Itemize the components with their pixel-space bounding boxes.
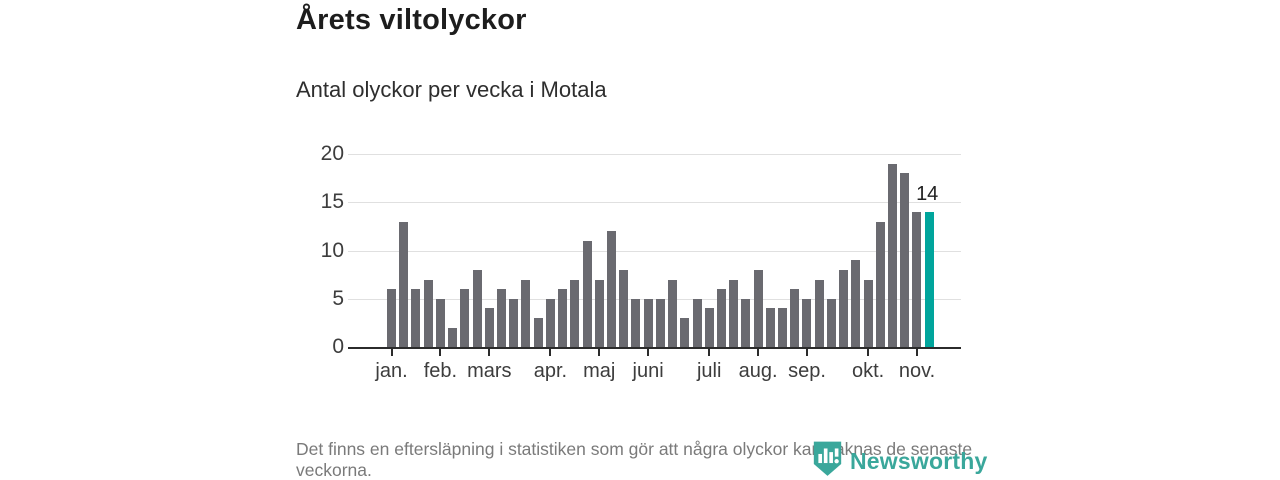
bar-week-22 (643, 298, 653, 347)
month-label-juni: juni (632, 360, 664, 382)
bar-week-44 (912, 211, 922, 347)
bar-week-9 (484, 308, 494, 347)
bar-week-37 (826, 298, 836, 347)
bar-week-42 (888, 163, 898, 347)
y-axis-label-20: 20 (320, 142, 344, 165)
bar-week-36 (814, 279, 824, 347)
axis-tick-maj (598, 349, 601, 356)
bar-week-25 (680, 318, 690, 347)
bar-week-14 (545, 298, 555, 347)
bar-week-38 (839, 269, 849, 347)
gridline-y-20 (348, 154, 961, 155)
bar-week-23 (655, 298, 665, 347)
chart-title: Årets viltolyckor (296, 4, 527, 36)
bar-week-3 (411, 289, 421, 347)
month-label-aug: aug. (738, 360, 778, 382)
bar-week-30 (741, 298, 751, 347)
bar-week-1 (387, 289, 396, 347)
bar-week-43 (900, 173, 910, 347)
month-label-maj: maj (583, 360, 616, 382)
bar-week-40 (863, 279, 873, 347)
bar-week-34 (790, 289, 800, 347)
bar-week-33 (778, 308, 788, 347)
y-axis-label-0: 0 (332, 335, 344, 358)
bar-week-7 (460, 289, 470, 347)
gridline-y-5 (348, 298, 961, 300)
bar-week-18 (594, 279, 604, 347)
month-label-feb: feb. (423, 360, 458, 382)
bar-week-19 (606, 231, 616, 347)
bar-week-26 (692, 298, 702, 347)
bar-week-20 (619, 269, 629, 347)
highlight-value-label: 14 (916, 182, 939, 205)
bar-week-11 (509, 298, 519, 347)
axis-tick-nov (916, 349, 918, 356)
bar-week-13 (533, 318, 543, 347)
axis-tick-mars (488, 349, 491, 356)
plot-area: jan. feb. mars apr. maj juni juli aug. sep. okt. n… (348, 154, 961, 382)
y-axis-label-15: 15 (320, 190, 344, 214)
bar-week-8 (472, 269, 482, 347)
month-label-nov: nov. (898, 360, 936, 382)
axis-tick-juni (647, 349, 650, 356)
bar-week-12 (521, 279, 531, 347)
bar-week-29 (729, 279, 739, 347)
bar-week-27 (704, 308, 714, 347)
bar-week-2 (399, 221, 409, 347)
month-label-okt: okt. (851, 360, 885, 382)
month-label-jan: jan. (375, 360, 408, 382)
axis-tick-sep (806, 349, 808, 356)
newsworthy-logo-text: Newsworthy (850, 447, 988, 474)
month-label-mars: mars (467, 360, 512, 382)
month-label-juli: juli (696, 360, 722, 382)
bar-week-16 (570, 279, 580, 347)
bar-week-4 (423, 279, 433, 347)
axis-tick-juli (708, 349, 711, 356)
bar-week-5 (435, 298, 445, 347)
axis-tick-apr (549, 349, 552, 356)
gridline-y-15 (348, 202, 961, 204)
bar-week-31 (753, 269, 763, 347)
axis-tick-jan (390, 349, 393, 356)
bar-week-41 (875, 221, 885, 347)
bar-week-6 (448, 327, 458, 347)
axis-tick-okt (867, 349, 870, 356)
chart-subtitle: Antal olyckor per vecka i Motala (296, 77, 607, 102)
y-axis-label-5: 5 (332, 286, 344, 310)
bar-week-17 (582, 240, 592, 347)
axis-tick-feb (439, 349, 442, 356)
bar-week-10 (496, 289, 506, 347)
month-label-apr: apr. (533, 360, 568, 382)
y-axis-label-10: 10 (320, 238, 344, 262)
month-label-sep: sep. (788, 360, 826, 382)
newsworthy-logo: Newsworthy (812, 441, 987, 480)
bar-week-21 (631, 298, 641, 347)
axis-tick-aug (757, 349, 760, 356)
bar-week-32 (765, 308, 775, 347)
bar-week-35 (802, 298, 812, 347)
newsworthy-bar-chart-marker-icon (812, 440, 843, 480)
gridline-y-10 (348, 250, 961, 252)
bar-week-39 (851, 260, 861, 347)
bar-week-45 (924, 211, 934, 347)
footnote: Det finns en eftersläpning i statistiken… (296, 439, 973, 480)
bar-week-15 (558, 289, 568, 347)
bar-week-28 (716, 289, 726, 347)
bar-week-24 (668, 279, 678, 347)
